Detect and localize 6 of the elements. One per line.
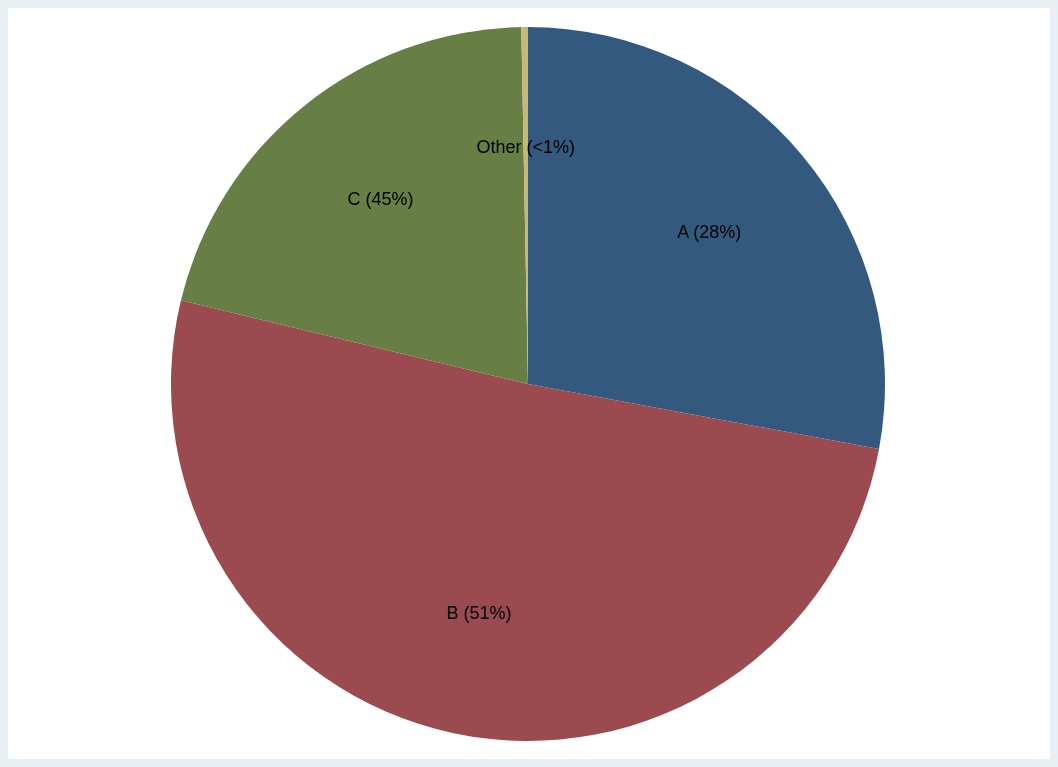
pie-slice [171,300,880,741]
slice-label: C (45%) [347,189,414,210]
slice-label: B (51%) [446,603,512,624]
pie-slice [528,27,885,450]
slice-label: A (28%) [677,222,742,243]
pie-slice [180,27,528,384]
